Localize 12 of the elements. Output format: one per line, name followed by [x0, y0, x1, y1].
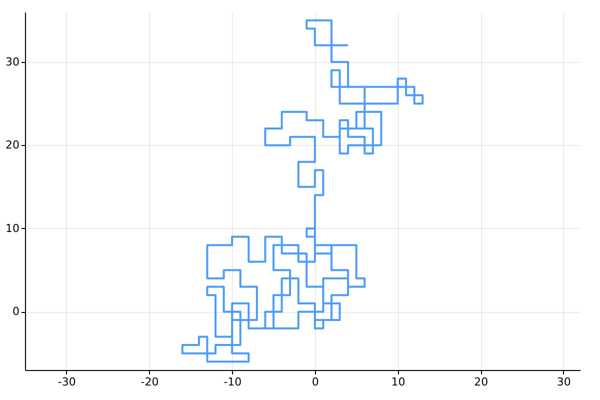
x-tick-label: 30 — [556, 376, 571, 388]
y-tick-label: 0 — [12, 305, 20, 318]
y-tick-label: 20 — [6, 138, 20, 152]
x-tick-label: 10 — [391, 376, 406, 388]
y-tick-label: 10 — [6, 222, 20, 235]
x-tick-label: 0 — [312, 376, 319, 388]
y-tick-label: 30 — [6, 55, 20, 68]
x-tick-label: -10 — [224, 376, 242, 388]
x-tick-label: -30 — [58, 376, 76, 388]
x-tick-label: -20 — [140, 376, 159, 388]
x-tick-label: 20 — [474, 376, 488, 388]
line-series — [181, 19, 424, 363]
